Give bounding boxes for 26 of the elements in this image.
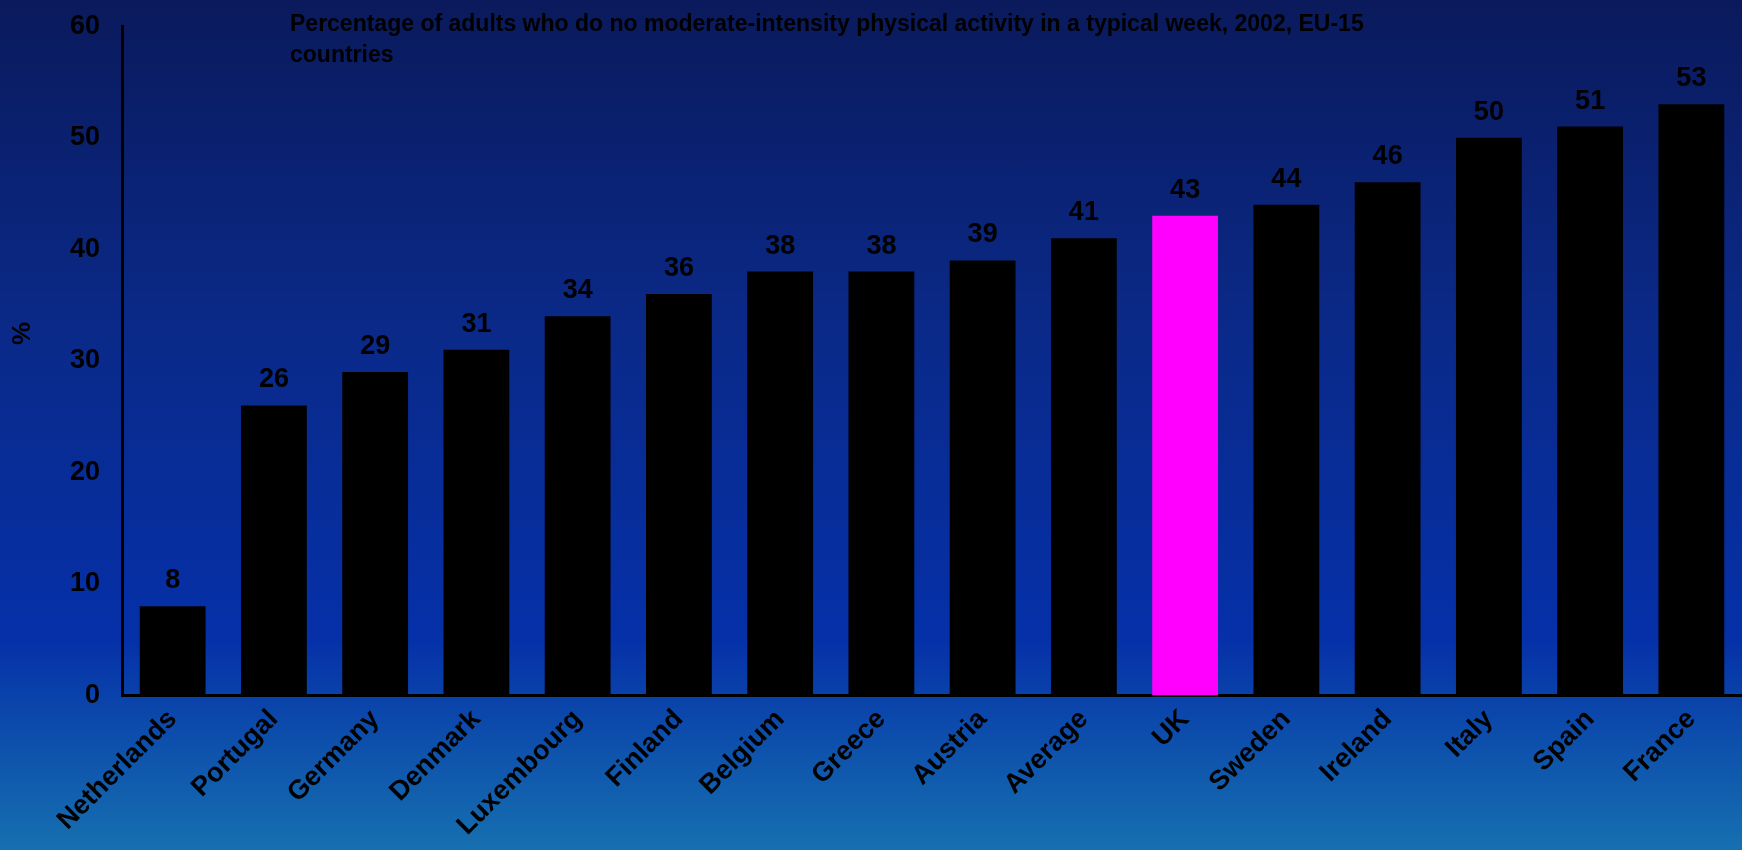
data-label: 31	[461, 307, 492, 338]
y-tick-label: 0	[85, 678, 101, 709]
data-label: 38	[765, 229, 796, 260]
data-label: 53	[1676, 62, 1707, 93]
data-label: 26	[258, 363, 289, 394]
data-label: 29	[360, 329, 391, 360]
y-tick-label: 40	[69, 232, 101, 263]
y-tick-label: 60	[69, 9, 101, 40]
y-tick-label: 50	[69, 121, 101, 152]
data-label: 51	[1575, 84, 1606, 115]
data-label: 46	[1372, 140, 1403, 171]
y-tick-label: 20	[69, 455, 101, 486]
data-label: 36	[663, 251, 694, 282]
y-tick-label: 10	[69, 567, 101, 598]
y-axis-title: %	[6, 321, 38, 346]
y-tick-label: 30	[69, 344, 101, 375]
data-label: 50	[1473, 95, 1504, 126]
x-tick-label: UK	[1145, 702, 1195, 753]
data-label: 44	[1271, 162, 1302, 193]
data-label: 39	[967, 218, 998, 249]
data-label: 43	[1170, 173, 1201, 204]
data-label: 38	[866, 229, 897, 260]
data-label: 41	[1068, 196, 1099, 227]
data-label: 34	[562, 274, 593, 305]
data-label: 8	[165, 564, 181, 595]
chart-title: Percentage of adults who do no moderate-intensity physical activity in a typical week, 2002, EU-15 countries	[290, 9, 1365, 69]
